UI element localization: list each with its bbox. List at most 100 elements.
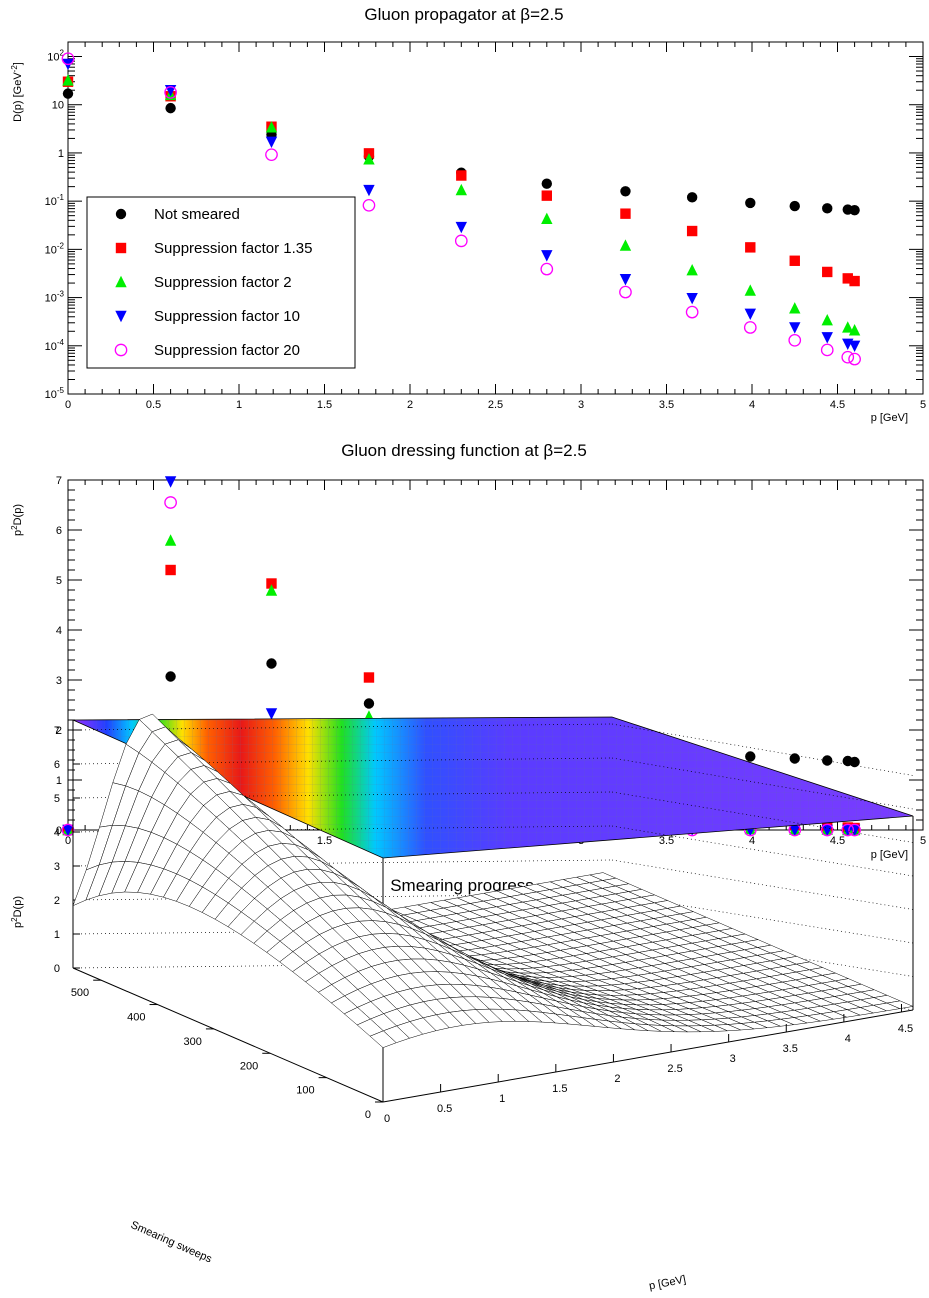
point-triangle-down xyxy=(265,136,278,149)
surface-plot: 0123456700.511.522.533.544.5010020030040… xyxy=(54,713,914,1125)
x-tick-label: 3 xyxy=(730,1053,736,1065)
point-circle xyxy=(165,671,176,682)
x-tick-label: 3.5 xyxy=(659,399,674,411)
point-triangle-up xyxy=(821,313,833,326)
point-triangle-down xyxy=(619,274,632,286)
point-circle xyxy=(849,756,860,768)
legend-marker-triangle-down xyxy=(115,310,127,323)
z-tick-label: 2 xyxy=(54,895,60,907)
point-triangle-up xyxy=(265,584,278,596)
point-circle xyxy=(165,102,176,114)
point-triangle-up xyxy=(848,324,861,336)
y-tick-label: 1 xyxy=(58,148,64,160)
point-triangle-up xyxy=(619,239,632,251)
x-tick-label: 1.5 xyxy=(317,399,332,411)
point-triangle-down xyxy=(363,184,375,197)
point-circle xyxy=(541,178,552,189)
y-tick-label: 10 xyxy=(52,100,64,112)
point-open-circle xyxy=(743,321,757,334)
legend-marker-open-circle xyxy=(114,343,128,357)
legend-label: Suppression factor 10 xyxy=(154,308,300,325)
point-triangle-up xyxy=(541,212,553,225)
point-open-circle xyxy=(61,823,75,837)
point-triangle-down xyxy=(164,476,177,488)
point-triangle-up xyxy=(363,153,375,165)
y-tick-label: 5 xyxy=(56,575,62,587)
legend-label: Not smeared xyxy=(154,206,240,223)
z-tick-label: 1 xyxy=(54,929,60,941)
point-square xyxy=(266,578,277,589)
z-tick-label: 6 xyxy=(54,759,60,771)
z-tick-label: 3 xyxy=(54,861,60,873)
point-triangle-up xyxy=(455,183,467,196)
x-tick-label: 4 xyxy=(749,835,755,847)
x-tick-label: 3 xyxy=(578,399,584,411)
z-tick-label: 5 xyxy=(54,793,60,805)
z-tick-label: 4 xyxy=(54,827,60,839)
x-tick-label: 0.5 xyxy=(146,399,161,411)
x-tick-label: 0.5 xyxy=(437,1103,452,1115)
x-tick-label: 2 xyxy=(407,399,413,411)
point-open-circle xyxy=(841,350,855,364)
point-square xyxy=(541,190,552,201)
y-tick-label: 10-3 xyxy=(45,290,65,305)
x-tick-label: 4 xyxy=(749,399,755,411)
point-square xyxy=(822,266,833,278)
y-tick-label: 0 xyxy=(365,1109,371,1121)
surface-cell xyxy=(369,1030,397,1048)
z-tick-label: 0 xyxy=(54,963,60,975)
surface-mesh xyxy=(72,713,914,1048)
point-circle xyxy=(62,88,74,99)
x-tick-label: 1 xyxy=(499,1093,505,1105)
y-tick-label: 1 xyxy=(56,775,62,787)
y-axis-label: D(p) [GeV-2] xyxy=(10,62,24,122)
x-tick-label: 2 xyxy=(614,1073,620,1085)
x-tick-label: 4 xyxy=(845,1033,851,1045)
point-open-circle xyxy=(164,496,177,509)
point-triangle-down xyxy=(541,250,553,262)
x-tick-label: 1.5 xyxy=(552,1083,567,1095)
x-tick-label: 0 xyxy=(65,399,71,411)
y-tick-label: 500 xyxy=(71,987,89,999)
point-triangle-down xyxy=(744,308,756,321)
x-axis-label: p [GeV] xyxy=(871,849,908,861)
panel-surface: Smearing progress 0 1 2 3 4 5 6 7 0 0.5 1 1.5 2 2.5 3 3… xyxy=(10,713,914,1293)
point-open-circle xyxy=(619,285,632,299)
point-circle xyxy=(789,200,800,212)
legend-items: Not smeared Suppression factor 1.35 Suppre… xyxy=(114,206,312,359)
point-square xyxy=(745,242,756,253)
point-square xyxy=(849,275,860,287)
point-triangle-down xyxy=(821,824,833,837)
point-circle xyxy=(620,186,631,197)
y-tick-label: 400 xyxy=(127,1012,145,1024)
point-triangle-up xyxy=(265,121,278,133)
point-circle xyxy=(266,658,277,669)
point-circle xyxy=(745,197,756,209)
chart-title: Gluon propagator at β=2.5 xyxy=(364,5,563,24)
side-gridline xyxy=(611,757,914,810)
legend-label: Suppression factor 20 xyxy=(154,342,300,359)
x-tick-label: 4.5 xyxy=(830,835,845,847)
y-tick-label: 10-4 xyxy=(45,338,65,353)
side-gridline xyxy=(611,791,914,843)
side-gridline xyxy=(611,893,914,944)
legend-marker-circle xyxy=(115,208,127,220)
colormap-mesh xyxy=(73,717,913,858)
point-open-circle xyxy=(848,352,861,366)
point-triangle-up xyxy=(164,534,177,546)
x-tick-label: 3.5 xyxy=(783,1043,798,1055)
side-gridline xyxy=(611,825,914,877)
x-tick-label: 2.5 xyxy=(488,399,503,411)
point-open-circle xyxy=(164,86,177,99)
point-open-circle xyxy=(848,823,861,837)
box-edge-floor-right xyxy=(382,1009,914,1103)
x-tick-label: 2.5 xyxy=(667,1063,682,1075)
point-square xyxy=(789,255,800,266)
y-axis-label: p2D(p) xyxy=(10,504,24,536)
point-triangle-down xyxy=(789,322,801,334)
x-tick-label: 1 xyxy=(236,399,242,411)
y-tick-label: 10-1 xyxy=(45,193,65,208)
point-open-circle xyxy=(61,52,75,66)
box-edge-floor-front xyxy=(72,967,384,1103)
